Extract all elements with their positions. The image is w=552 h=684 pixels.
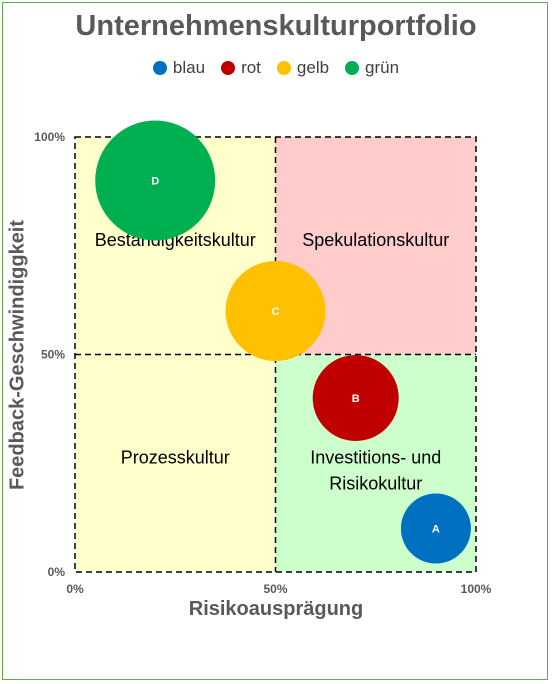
legend-label: gelb <box>296 58 330 77</box>
bubble-d <box>95 120 216 241</box>
bubble-label: C <box>272 306 280 318</box>
legend-item: gelb <box>276 58 330 78</box>
y-axis-label: Feedback-Geschwindiggkeit <box>6 219 29 491</box>
bubble-b <box>312 355 399 441</box>
bubble-label: A <box>432 524 440 536</box>
bubble-c <box>225 261 326 361</box>
chart-legend: blau rot gelb grün <box>0 58 552 78</box>
legend-label: blau <box>172 58 206 77</box>
legend-item: grün <box>345 58 399 78</box>
legend-marker <box>276 61 291 75</box>
x-tick-label: 100% <box>461 582 492 596</box>
quadrant-background <box>75 354 276 572</box>
bubble-label: D <box>151 176 159 188</box>
quadrant-label: Investitions- und Risikokultur <box>310 447 441 493</box>
quadrant-label: Spekulationskultur <box>302 230 449 250</box>
legend-label: rot <box>241 58 261 77</box>
x-tick-label: 50% <box>263 582 287 596</box>
bubble-a <box>400 493 471 564</box>
y-tick-label: 50% <box>41 348 65 362</box>
x-tick-label: 0% <box>66 582 84 596</box>
quadrant-label: Prozesskultur <box>121 447 230 467</box>
legend-item: rot <box>221 58 261 78</box>
y-tick-label: 0% <box>48 565 66 579</box>
legend-label: grün <box>365 58 400 77</box>
legend-marker <box>221 61 236 75</box>
legend-marker <box>152 61 167 75</box>
y-tick-label: 100% <box>34 130 65 144</box>
legend-item: blau <box>152 58 206 78</box>
legend-marker <box>345 61 360 75</box>
bubble-label: B <box>352 393 360 405</box>
x-axis-label: Risikoausprägung <box>188 598 364 620</box>
chart-title: Unternehmenskulturportfolio <box>75 10 477 42</box>
